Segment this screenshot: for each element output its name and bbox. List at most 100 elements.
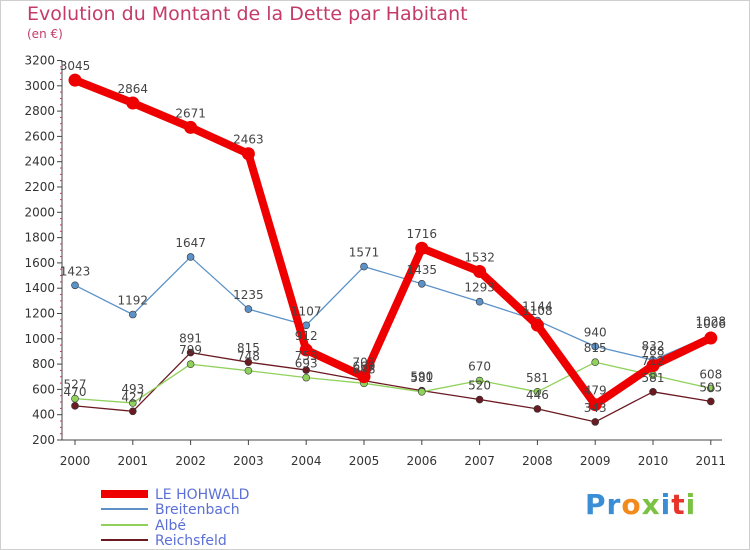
y-tick-label: 1800: [24, 231, 55, 245]
data-point: [244, 358, 253, 367]
data-label: 891: [179, 332, 202, 346]
data-label: 608: [699, 367, 722, 381]
legend-label: Reichsfeld: [155, 533, 227, 549]
series-line: [71, 76, 715, 409]
data-label: 527: [64, 378, 87, 392]
data-label: 505: [699, 380, 722, 394]
y-tick-label: 2600: [24, 129, 55, 143]
data-label: 1107: [291, 304, 322, 318]
x-tick-label: 2005: [349, 454, 380, 468]
data-label: 1716: [407, 227, 438, 241]
y-tick-label: 600: [32, 382, 55, 396]
y-tick-label: 2400: [24, 155, 55, 169]
data-label: 1435: [407, 263, 438, 277]
data-label: 1647: [175, 236, 206, 250]
data-label: 1006: [696, 317, 727, 331]
data-label: 701: [353, 356, 376, 370]
legend-label: Breitenbach: [155, 502, 240, 518]
data-label: 1108: [522, 304, 553, 318]
x-tick-label: 2004: [291, 454, 322, 468]
data-point: [184, 120, 198, 134]
data-point: [417, 388, 426, 396]
data-point: [588, 398, 602, 412]
data-label: 1293: [464, 281, 495, 295]
data-label: 581: [526, 371, 549, 385]
data-point: [473, 265, 487, 279]
data-point: [415, 241, 429, 255]
x-tick-label: 2008: [522, 454, 553, 468]
data-point: [244, 305, 253, 313]
y-tick-label: 3000: [24, 79, 55, 93]
data-label: 753: [295, 349, 318, 363]
data-label: 1235: [233, 288, 264, 302]
data-label: 912: [295, 329, 318, 343]
data-point: [417, 279, 426, 288]
series-line: [74, 351, 712, 423]
data-point: [591, 418, 600, 426]
data-label: 670: [468, 360, 491, 374]
data-point: [704, 331, 718, 345]
data-label: 493: [121, 382, 144, 396]
x-tick-label: 2011: [696, 454, 727, 468]
x-tick-label: 2010: [638, 454, 669, 468]
data-label: 520: [468, 379, 491, 393]
y-tick-label: 1200: [24, 307, 55, 321]
data-point: [71, 402, 79, 410]
data-label: 3045: [60, 59, 91, 73]
data-label: 470: [64, 385, 87, 399]
data-point: [649, 388, 657, 396]
x-tick-label: 2007: [464, 454, 495, 468]
legend-label: Albé: [155, 518, 186, 534]
data-label: 788: [642, 345, 665, 359]
data-point: [244, 366, 253, 375]
data-point: [530, 318, 544, 332]
data-point: [241, 147, 255, 161]
data-point: [302, 366, 311, 374]
data-label: 590: [410, 370, 433, 384]
data-point: [357, 370, 371, 384]
data-point: [186, 360, 195, 369]
data-point: [591, 358, 600, 367]
data-label: 343: [584, 401, 607, 415]
data-label: 815: [237, 341, 260, 355]
data-point: [360, 262, 368, 271]
data-label: 940: [584, 325, 607, 339]
data-point: [126, 96, 140, 110]
data-label: 1028: [696, 314, 727, 328]
x-tick-label: 2001: [118, 454, 149, 468]
data-label: 832: [642, 339, 665, 353]
data-label: 1571: [349, 246, 380, 260]
data-label: 2671: [175, 106, 206, 120]
data-label: 479: [584, 384, 607, 398]
y-tick-label: 200: [32, 433, 55, 447]
y-tick-label: 2200: [24, 180, 55, 194]
data-label: 581: [410, 371, 433, 385]
data-label: 1192: [118, 294, 149, 308]
proxiti-logo: Proxiti: [585, 488, 697, 521]
data-point: [533, 388, 542, 396]
data-point: [71, 281, 79, 290]
x-tick-label: 2006: [407, 454, 438, 468]
data-label: 2864: [118, 82, 149, 96]
data-label: 748: [237, 350, 260, 364]
y-tick-label: 1600: [24, 256, 55, 270]
chart-title: Evolution du Montant de la Dette par Hab…: [27, 3, 468, 25]
data-point: [68, 73, 82, 87]
legend-label: LE HOHWALD: [155, 487, 249, 503]
data-point: [302, 373, 311, 382]
data-point: [129, 407, 137, 416]
data-point: [475, 395, 484, 404]
series-line: [74, 256, 712, 361]
data-label: 799: [179, 343, 202, 357]
data-point: [706, 397, 715, 406]
data-point: [129, 399, 137, 407]
data-point: [646, 359, 660, 373]
x-tick-label: 2003: [233, 454, 264, 468]
chart-subtitle: (en €): [27, 27, 63, 41]
data-label: 1423: [60, 264, 91, 278]
x-tick-label: 2000: [60, 454, 91, 468]
x-tick-label: 2009: [580, 454, 611, 468]
data-point: [533, 405, 542, 413]
y-tick-label: 3200: [24, 54, 55, 68]
